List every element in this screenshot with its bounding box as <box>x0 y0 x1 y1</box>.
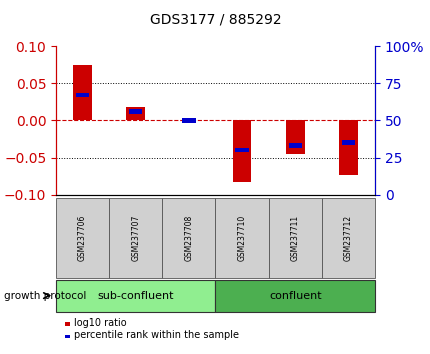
Text: GSM237706: GSM237706 <box>78 215 87 261</box>
Text: confluent: confluent <box>268 291 321 301</box>
Bar <box>235 148 248 152</box>
Bar <box>285 120 304 154</box>
Bar <box>182 118 195 122</box>
Bar <box>73 64 92 120</box>
Text: GSM237707: GSM237707 <box>131 215 140 261</box>
Bar <box>76 93 89 97</box>
Bar <box>126 107 145 120</box>
Text: GSM237712: GSM237712 <box>343 215 352 261</box>
Bar <box>288 143 301 148</box>
Text: GDS3177 / 885292: GDS3177 / 885292 <box>149 12 281 27</box>
Text: percentile rank within the sample: percentile rank within the sample <box>74 330 239 340</box>
Bar <box>129 109 142 114</box>
Bar <box>338 120 357 175</box>
Bar <box>341 141 354 145</box>
Text: sub-confluent: sub-confluent <box>97 291 174 301</box>
Text: GSM237708: GSM237708 <box>184 215 193 261</box>
Text: growth protocol: growth protocol <box>4 291 86 301</box>
Text: log10 ratio: log10 ratio <box>74 318 127 328</box>
Text: GSM237710: GSM237710 <box>237 215 246 261</box>
Text: GSM237711: GSM237711 <box>290 215 299 261</box>
Bar <box>232 120 251 182</box>
